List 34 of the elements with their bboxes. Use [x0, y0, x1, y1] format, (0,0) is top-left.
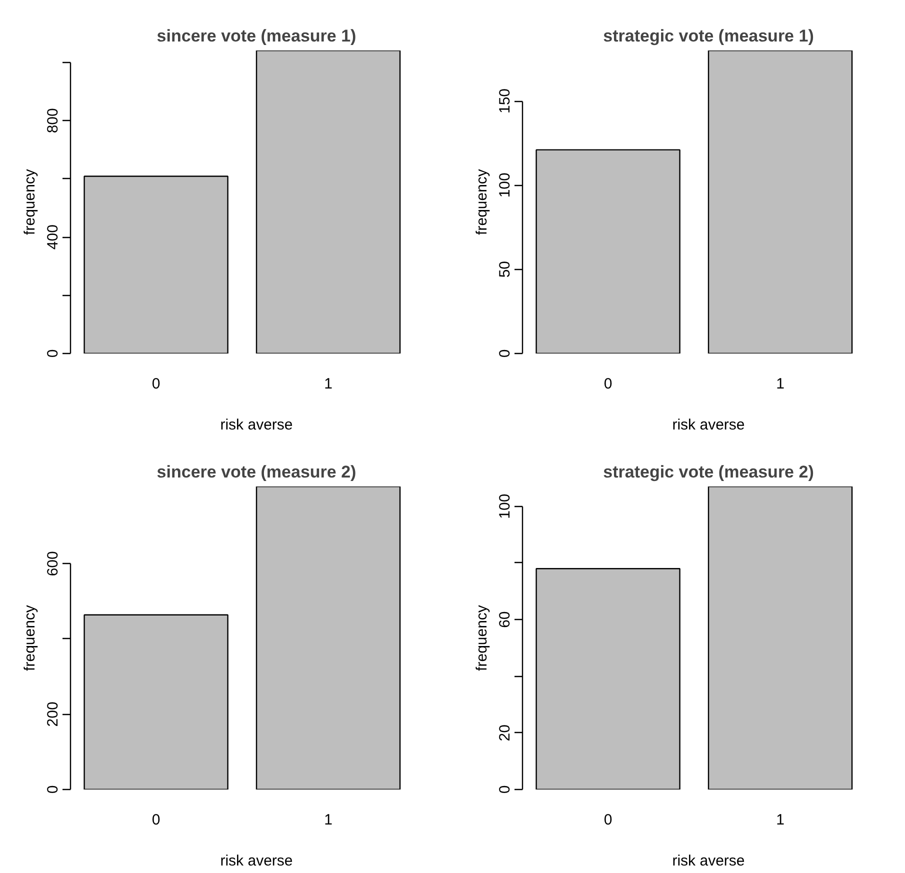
y-axis-title: frequency: [22, 168, 38, 235]
x-axis-title: risk averse: [672, 852, 745, 870]
chart-title: sincere vote (measure 2): [156, 462, 356, 482]
y-tick-label: 800: [44, 108, 62, 134]
x-tick-label: 1: [324, 376, 332, 392]
chart-title: strategic vote (measure 1): [603, 26, 814, 46]
y-tick-label: 20: [496, 724, 514, 742]
y-axis-title: frequency: [474, 168, 490, 235]
x-axis-title: risk averse: [220, 852, 293, 870]
y-tick-label: 600: [44, 551, 62, 576]
y-tick-label: 100: [496, 494, 514, 519]
x-tick-label: 0: [604, 376, 612, 392]
x-tick-label: 1: [324, 812, 332, 828]
y-tick-label: 60: [496, 611, 514, 628]
chart-title: strategic vote (measure 2): [603, 462, 814, 482]
x-tick-label: 1: [776, 812, 784, 828]
x-tick-label: 1: [776, 376, 784, 392]
y-tick-label: 100: [496, 172, 514, 198]
x-tick-label: 0: [604, 812, 612, 828]
chart-title: sincere vote (measure 1): [156, 26, 356, 46]
y-tick-label: 0: [496, 785, 514, 794]
y-axis-title: frequency: [474, 604, 490, 671]
x-axis-title: risk averse: [672, 416, 745, 434]
y-tick-label: 200: [44, 702, 62, 727]
y-tick-label: 0: [44, 349, 62, 358]
y-tick-label: 150: [496, 88, 514, 114]
x-tick-label: 0: [152, 812, 160, 828]
y-tick-label: 0: [496, 349, 514, 358]
y-tick-label: 50: [496, 260, 514, 278]
x-axis-title: risk averse: [220, 416, 293, 434]
y-tick-label: 400: [44, 224, 62, 250]
x-tick-label: 0: [152, 376, 160, 392]
y-axis-title: frequency: [22, 604, 38, 671]
y-tick-label: 0: [44, 785, 62, 794]
